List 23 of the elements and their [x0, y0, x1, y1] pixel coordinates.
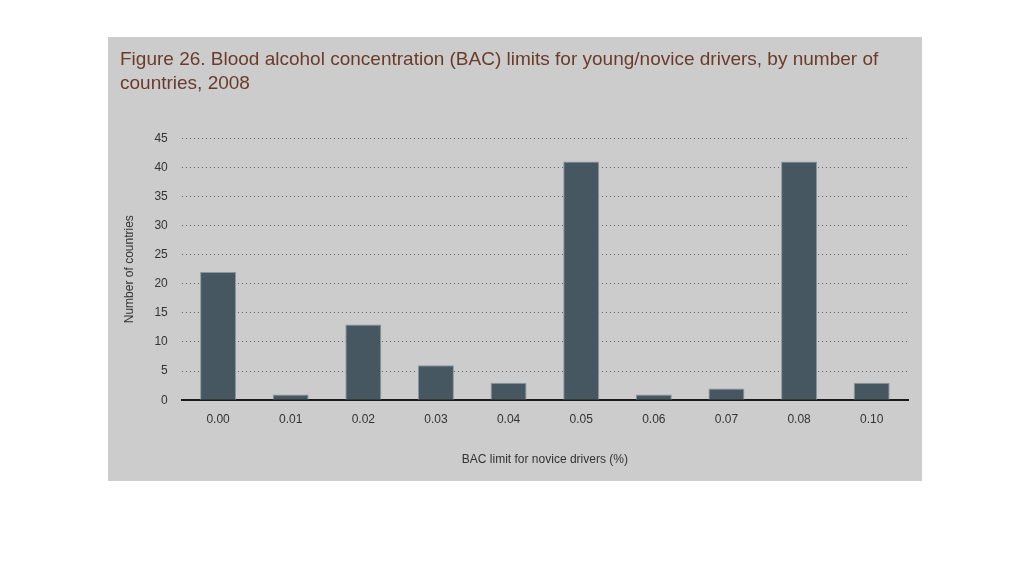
x-tick-label: 0.07 [714, 411, 739, 426]
x-axis-title: BAC limit for novice drivers (%) [461, 452, 628, 467]
y-tick-label: 30 [154, 217, 169, 232]
x-tick-label: 0.01 [279, 411, 303, 426]
y-tick-label: 25 [154, 246, 169, 261]
y-tick-label: 20 [154, 276, 169, 291]
x-tick-label: 0.03 [424, 411, 448, 426]
y-tick-label: 45 [154, 130, 169, 145]
y-tick-label: 5 [161, 363, 169, 378]
x-tick-label: 0.02 [351, 411, 376, 426]
y-tick-label: 0 [161, 392, 169, 407]
x-tick-label: 0.10 [860, 411, 884, 426]
y-tick-label: 10 [154, 334, 169, 349]
x-tick-label: 0.00 [206, 411, 231, 426]
x-tick-label: 0.05 [569, 411, 594, 426]
x-tick-label: 0.08 [787, 411, 812, 426]
y-tick-label: 15 [154, 305, 169, 320]
chart-title: Figure 26. Blood alcohol concentration (BAC) limits for young/novice drivers, by number of countries, 2008 [120, 47, 880, 95]
x-tick-label: 0.06 [642, 411, 666, 426]
x-tick-label: 0.04 [496, 411, 521, 426]
y-tick-label: 35 [154, 188, 169, 203]
y-tick-label: 40 [154, 159, 169, 174]
y-axis-title: Number of countries [121, 215, 136, 324]
